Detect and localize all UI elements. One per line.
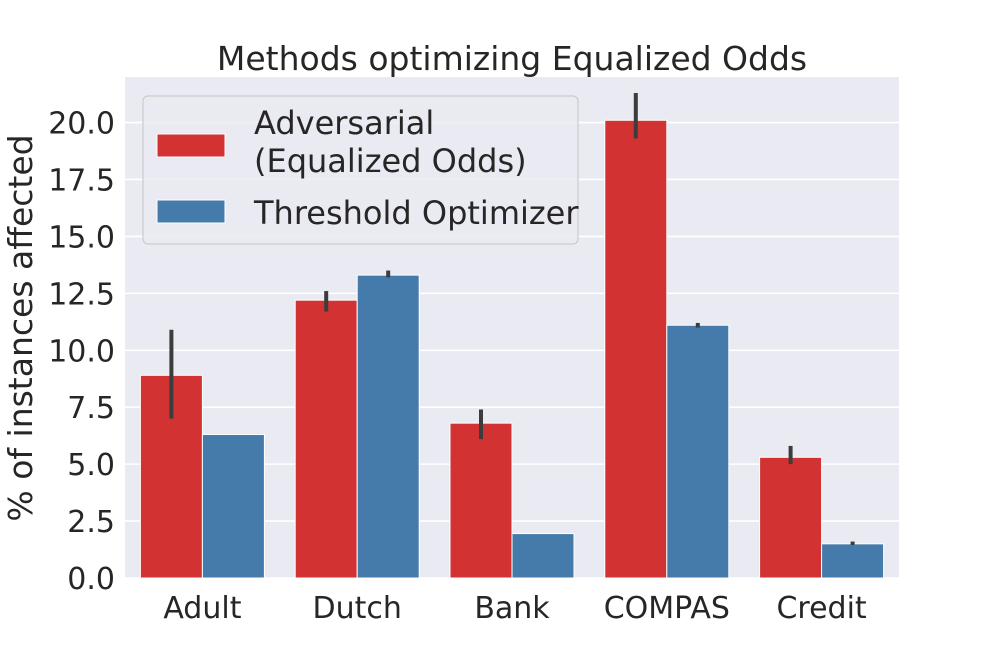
y-tick-label: 20.0 <box>48 107 115 142</box>
x-axis-ticks: Adult Dutch Bank COMPAS Credit <box>163 591 867 626</box>
bar-adult-threshold-optimizer <box>201 434 265 579</box>
y-tick-label: 17.5 <box>48 163 115 198</box>
bar-compas-adversarial <box>604 119 668 579</box>
error-bars <box>169 92 855 545</box>
bar-compas-threshold-optimizer <box>666 324 730 579</box>
y-tick-label: 5.0 <box>67 448 115 483</box>
y-tick-label: 7.5 <box>67 391 115 426</box>
x-tick-label-adult: Adult <box>163 591 241 626</box>
x-tick-label-dutch: Dutch <box>313 591 402 626</box>
legend-frame <box>142 95 579 245</box>
bar-bank-adversarial <box>449 422 513 579</box>
x-tick-label-bank: Bank <box>474 591 550 626</box>
legend-swatch-1 <box>156 199 226 224</box>
legend-label-1: Threshold Optimizer <box>253 194 579 232</box>
y-tick-label: 2.5 <box>67 505 115 540</box>
y-tick-label: 0.0 <box>67 562 115 597</box>
legend-swatch-0 <box>156 133 226 158</box>
x-tick-label-credit: Credit <box>776 591 866 626</box>
bar-credit-threshold-optimizer <box>821 543 885 579</box>
y-tick-label: 10.0 <box>48 334 115 369</box>
chart-title: Methods optimizing Equalized Odds <box>217 39 807 78</box>
bar-credit-adversarial <box>759 456 823 579</box>
bar-bank-threshold-optimizer <box>511 533 575 579</box>
legend-label-0: (Equalized Odds) <box>254 142 527 180</box>
bars <box>139 119 885 579</box>
legend: Adversarial(Equalized Odds) Threshold Opt… <box>142 95 579 245</box>
y-tick-label: 15.0 <box>48 220 115 255</box>
legend-label-0: Adversarial <box>254 104 434 142</box>
bar-dutch-threshold-optimizer <box>356 274 420 579</box>
y-axis-label: % of instances affected <box>1 134 40 521</box>
y-tick-label: 12.5 <box>48 277 115 312</box>
y-axis-ticks: 0.0 2.5 5.0 7.5 10.0 12.5 15.0 17.5 20.0 <box>48 107 115 597</box>
x-tick-label-compas: COMPAS <box>604 591 730 626</box>
bar-dutch-adversarial <box>294 299 358 579</box>
